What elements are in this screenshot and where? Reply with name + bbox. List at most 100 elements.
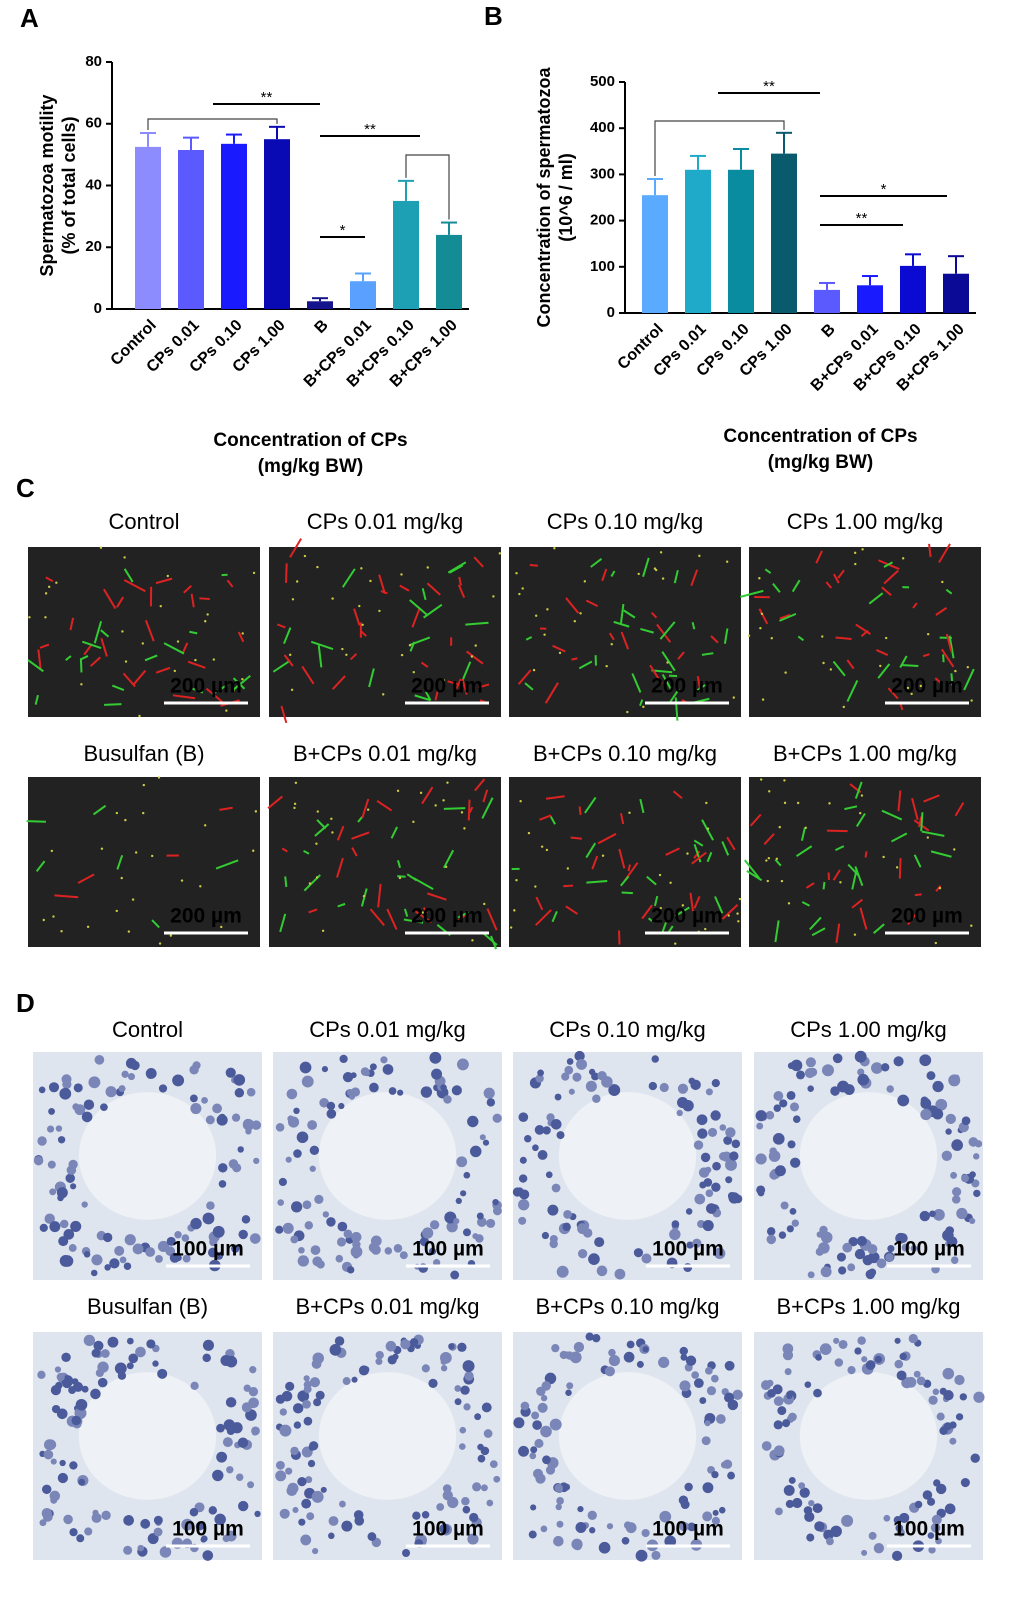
nucleus (865, 1360, 876, 1370)
nucleus (45, 1439, 57, 1450)
dot (331, 831, 334, 834)
cell (482, 789, 489, 803)
cell (421, 786, 434, 805)
scale-label: 100 µm (412, 1518, 484, 1541)
nucleus (63, 1514, 73, 1525)
dot (492, 595, 495, 598)
nucleus (91, 1254, 103, 1266)
cell (369, 908, 385, 926)
nucleus (145, 1247, 156, 1257)
nucleus (72, 1103, 80, 1111)
dot (426, 566, 429, 569)
dot (919, 684, 922, 688)
nucleus (201, 1096, 208, 1104)
cell (743, 859, 760, 879)
dot (828, 802, 831, 805)
nucleus (798, 1482, 806, 1490)
cell (911, 797, 919, 821)
dot (546, 608, 549, 611)
nucleus (375, 1350, 384, 1360)
nucleus (935, 1098, 948, 1111)
nucleus (532, 1468, 544, 1479)
cell (403, 918, 424, 924)
dot (121, 630, 124, 633)
nucleus (692, 1238, 702, 1248)
cell (651, 669, 673, 674)
nucleus (315, 1390, 325, 1400)
nucleus (123, 1262, 132, 1270)
cell (714, 896, 724, 914)
dot (100, 847, 104, 850)
nucleus (724, 1360, 735, 1371)
nucleus (328, 1532, 335, 1540)
nucleus (550, 1118, 562, 1130)
cell (461, 678, 468, 695)
nucleus (569, 1351, 582, 1364)
cell (474, 778, 486, 792)
nucleus (181, 1518, 194, 1531)
nucleus (585, 1080, 597, 1092)
nucleus (301, 1075, 314, 1088)
y-axis-label: Concentration of spermatozoa (534, 67, 554, 328)
nucleus (69, 1461, 78, 1470)
micrograph (269, 538, 501, 724)
nucleus (51, 1404, 61, 1414)
nucleus (152, 1360, 159, 1367)
cell (232, 674, 251, 691)
x-tick-label: B (819, 321, 839, 341)
nucleus (307, 1459, 316, 1468)
cell (467, 799, 471, 821)
nucleus (820, 1266, 832, 1278)
dot (626, 710, 629, 714)
dot (573, 619, 576, 623)
nucleus (699, 1397, 707, 1405)
cell (740, 589, 764, 598)
nucleus (520, 1401, 530, 1411)
nucleus (952, 1187, 962, 1197)
cell (837, 569, 845, 579)
nucleus (46, 1125, 55, 1133)
nucleus (950, 1171, 958, 1179)
nucleus (796, 1070, 805, 1080)
cell (847, 863, 860, 877)
nucleus (608, 1355, 620, 1367)
nucleus (429, 1051, 442, 1064)
nucleus (838, 1266, 847, 1275)
nucleus (773, 1445, 785, 1457)
nucleus (929, 1210, 936, 1218)
nucleus (701, 1436, 711, 1446)
nucleus (669, 1228, 681, 1241)
y-tick-label: 20 (85, 238, 102, 255)
nucleus (547, 1204, 559, 1216)
nucleus (296, 1131, 309, 1144)
nucleus (212, 1469, 224, 1482)
nucleus (109, 1258, 120, 1269)
nucleus (59, 1219, 69, 1229)
nucleus (969, 1217, 976, 1225)
nucleus (486, 1218, 496, 1228)
dot (628, 811, 631, 814)
nucleus (299, 1061, 312, 1074)
cell (116, 596, 124, 608)
nucleus (472, 1482, 482, 1492)
image-title: Control (112, 1017, 183, 1042)
nucleus (61, 1255, 74, 1267)
nucleus (298, 1518, 306, 1526)
dot (768, 790, 771, 793)
nucleus (821, 1064, 834, 1077)
nucleus (635, 1549, 648, 1562)
nucleus (894, 1337, 901, 1344)
cell (883, 569, 899, 585)
nucleus (961, 1116, 971, 1126)
lumen (558, 1092, 697, 1220)
lumen (78, 1092, 217, 1220)
nucleus (172, 1074, 185, 1087)
nucleus (218, 1163, 228, 1173)
nucleus (881, 1063, 890, 1072)
y-tick-label: 80 (85, 53, 102, 70)
nucleus (679, 1346, 689, 1356)
nucleus (298, 1246, 305, 1254)
nucleus (785, 1499, 794, 1509)
nucleus (537, 1069, 544, 1077)
nucleus (249, 1233, 261, 1244)
